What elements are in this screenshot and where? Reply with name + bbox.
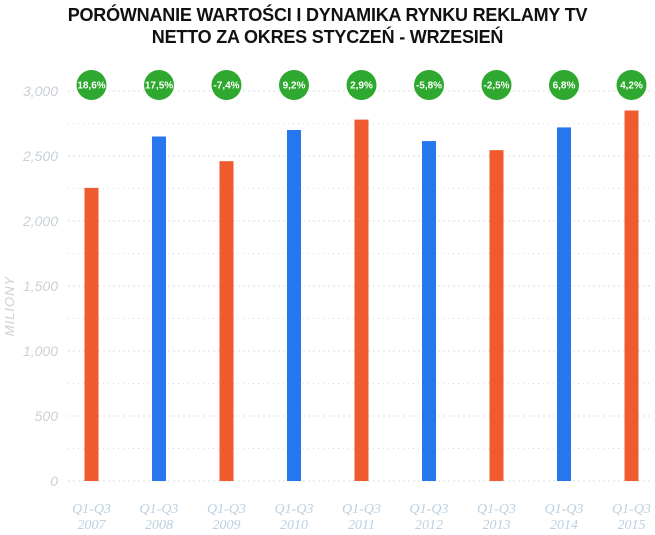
growth-label: -5,8% <box>416 81 442 92</box>
chart-title-line-2: NETTO ZA OKRES STYCZEŃ - WRZESIEŃ <box>151 27 504 47</box>
y-tick-label: 1,000 <box>23 343 58 359</box>
bar-2013 <box>489 150 504 481</box>
growth-badge <box>211 70 242 100</box>
x-tick-label-line1: Q1-Q3 <box>612 502 651 517</box>
x-tick-label-line2: 2014 <box>550 518 578 533</box>
x-tick-label-line1: Q1-Q3 <box>140 502 179 517</box>
growth-label: 17,5% <box>145 81 173 92</box>
x-tick-label-line1: Q1-Q3 <box>342 502 381 517</box>
y-axis-title: MILIONY <box>2 275 17 336</box>
bar-2014 <box>557 127 571 482</box>
x-tick-label-line1: Q1-Q3 <box>545 502 584 517</box>
growth-badge <box>144 70 174 100</box>
x-tick-label-line2: 2009 <box>213 518 241 533</box>
x-tick-label-line1: Q1-Q3 <box>275 502 314 517</box>
x-tick-label-line1: Q1-Q3 <box>207 502 246 517</box>
y-tick-label: 2,000 <box>22 213 58 229</box>
bar-2012 <box>422 141 436 482</box>
x-tick-label-line2: 2007 <box>78 518 107 533</box>
y-tick-label: 0 <box>50 473 58 489</box>
bar-2010 <box>287 130 301 481</box>
x-tick-label-line1: Q1-Q3 <box>72 502 111 517</box>
y-tick-label: 3,000 <box>23 83 58 99</box>
growth-label: 9,2% <box>283 81 306 92</box>
y-tick-label: 1,500 <box>23 278 58 294</box>
growth-badge <box>616 70 647 100</box>
bar-2015 <box>624 110 639 481</box>
y-tick-label: 2,500 <box>22 148 58 164</box>
growth-badge <box>549 70 579 100</box>
x-tick-label-line2: 2011 <box>348 518 375 533</box>
bar-2007 <box>84 187 99 481</box>
x-tick-label-line1: Q1-Q3 <box>410 502 449 517</box>
x-tick-label-line2: 2012 <box>415 518 443 533</box>
growth-label: -7,4% <box>213 81 239 92</box>
x-tick-label-line2: 2013 <box>483 518 511 533</box>
growth-badge <box>481 70 512 100</box>
x-tick-label-line2: 2015 <box>618 518 646 533</box>
growth-badge <box>76 70 107 100</box>
bar-2008 <box>152 136 166 481</box>
bar-2011 <box>354 119 369 481</box>
growth-label: 6,8% <box>553 81 576 92</box>
growth-badge <box>279 70 309 100</box>
chart-title-line-1: PORÓWNANIE WARTOŚCI I DYNAMIKA RYNKU REK… <box>67 5 588 25</box>
growth-badge <box>346 70 377 100</box>
x-tick-label-line2: 2010 <box>280 518 308 533</box>
chart-title: PORÓWNANIE WARTOŚCI I DYNAMIKA RYNKU REK… <box>0 4 655 48</box>
growth-label: 18,6% <box>77 81 105 92</box>
x-tick-label-line2: 2008 <box>145 518 173 533</box>
x-tick-label-line1: Q1-Q3 <box>477 502 516 517</box>
growth-label: -2,5% <box>483 81 509 92</box>
growth-label: 2,9% <box>350 81 373 92</box>
growth-badge <box>414 70 444 100</box>
bar-2009 <box>219 161 234 481</box>
growth-label: 4,2% <box>620 81 643 92</box>
y-tick-label: 500 <box>35 408 59 424</box>
